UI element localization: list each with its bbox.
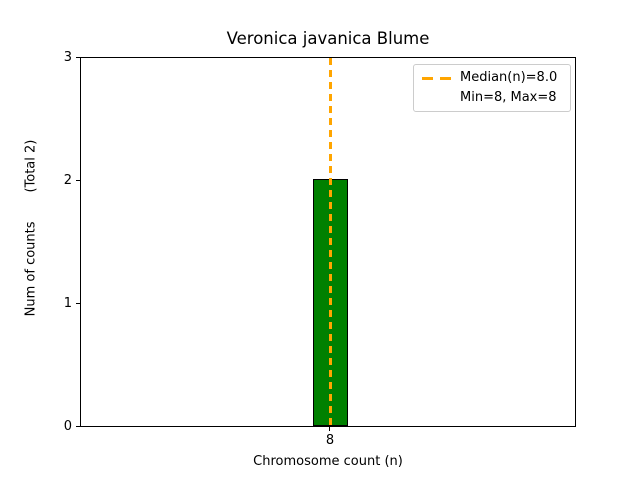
y-tick-label-2: 2 [63,173,72,188]
y-tick-label-3: 3 [63,50,72,65]
legend: Median(n)=8.0 Min=8, Max=8 [413,64,571,112]
x-tick-mark-8 [329,427,330,431]
y-tick-mark-0 [76,426,80,427]
median-dashed-line [329,58,332,426]
y-tick-mark-1 [76,303,80,304]
y-tick-label-0: 0 [63,419,72,434]
y-tick-label-1: 1 [63,296,72,311]
legend-entry-median: Median(n)=8.0 [422,69,562,87]
y-axis-label: Num of counts (Total 2) [23,139,39,317]
plot-area [80,57,576,427]
y-tick-mark-3 [76,57,80,58]
y-tick-mark-2 [76,180,80,181]
legend-entry-median-label: Median(n)=8.0 [460,70,558,85]
legend-blank-marker [422,97,451,100]
legend-dashed-line-icon [422,76,451,80]
x-tick-label-8: 8 [325,433,335,448]
chart-title: Veronica javanica Blume [226,29,430,48]
x-axis-label: Chromosome count (n) [253,454,403,469]
legend-entry-minmax: Min=8, Max=8 [422,89,562,107]
legend-entry-minmax-label: Min=8, Max=8 [460,90,557,105]
